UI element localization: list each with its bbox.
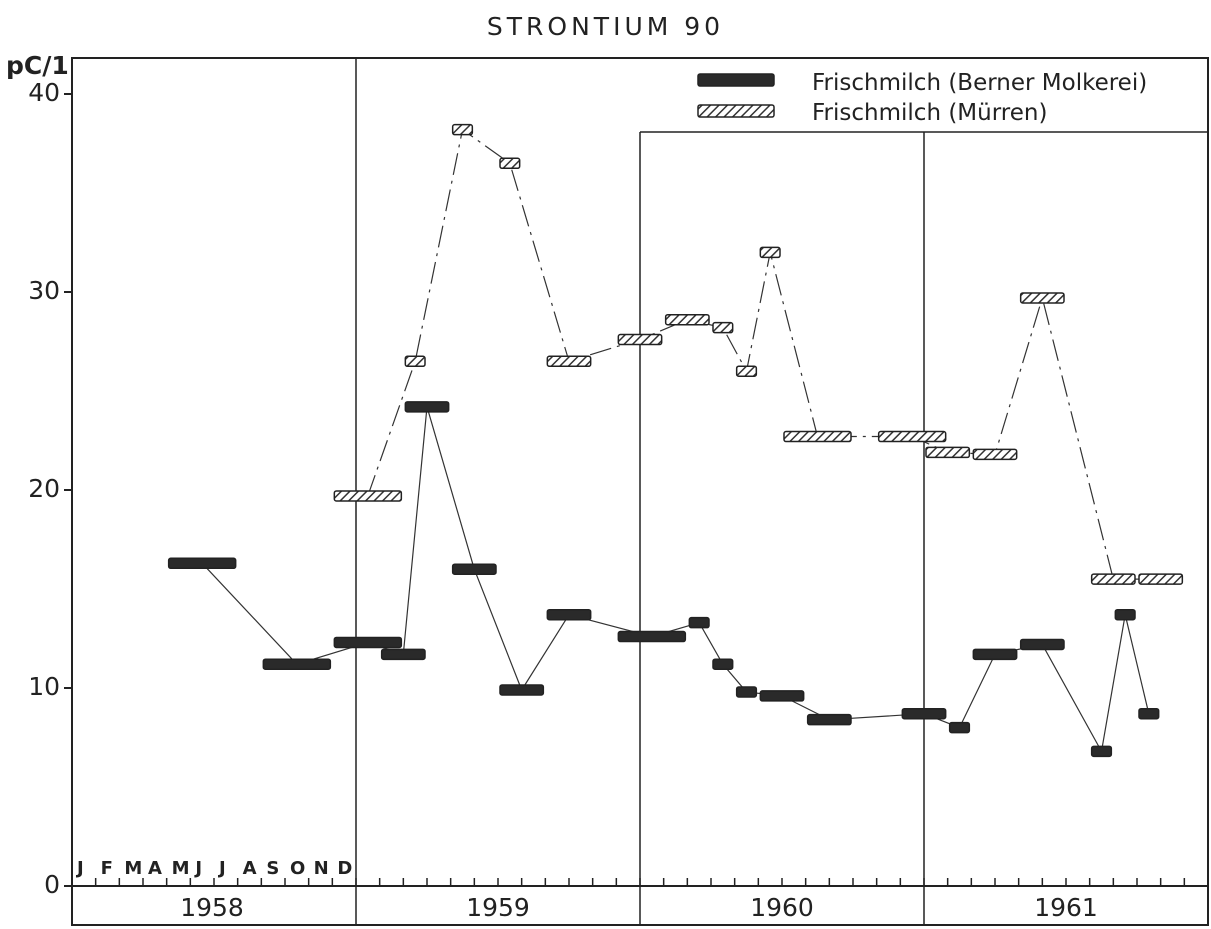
bar-berner [499,684,545,696]
y-tick-label-40: 40 [28,78,60,107]
bar-berner [167,557,237,570]
legend-label-berner: Frischmilch (Berner Molkerei) [812,70,1148,96]
month-label: A [242,858,257,879]
bar-berner [546,608,592,621]
month-label: A [148,858,162,879]
bar-berner [1090,745,1113,758]
bar-muerren [877,430,947,443]
month-label: S [266,858,280,879]
legend-swatch-muerren [697,104,775,118]
chart-frame [71,57,1209,926]
bar-berner [380,648,426,661]
chart-title: STRONTIUM 90 [486,12,725,41]
year-label-1959: 1959 [466,893,530,922]
bar-berner [759,690,805,702]
year-label-1960: 1960 [750,893,814,922]
bar-muerren [664,313,710,326]
series-bars [167,123,1184,758]
month-label: D [337,858,353,879]
month-label: M [124,858,143,879]
month-label: J [219,858,226,879]
bar-muerren [1090,573,1136,585]
series-line-muerren [367,128,1161,580]
bar-muerren [499,157,521,170]
bar-muerren [1138,573,1184,585]
bar-berner [262,658,332,670]
year-label-1958: 1958 [180,893,244,922]
bar-berner [901,707,947,720]
bar-berner [712,658,734,670]
bar-muerren [451,123,474,136]
bar-berner [617,630,687,643]
bar-muerren [925,446,971,459]
legend-label-muerren: Frischmilch (Mürren) [812,100,1048,126]
bar-muerren [712,321,734,334]
year-label-1961: 1961 [1034,893,1098,922]
bar-muerren [617,333,663,346]
y-tick-label-20: 20 [28,474,60,503]
bar-berner [1114,608,1136,621]
month-label: J [77,858,84,879]
month-label: M [171,858,190,879]
month-label: N [313,858,329,879]
bar-muerren [404,355,426,368]
bar-berner [333,636,403,649]
bar-muerren [783,430,852,443]
bar-muerren [735,365,758,377]
legend-swatch-berner [697,73,775,87]
month-ticks [64,93,1209,887]
bar-muerren [759,246,781,259]
y-tick-label-0: 0 [44,870,60,899]
bar-muerren [546,355,592,368]
bar-berner [735,686,758,698]
bar-berner [948,721,971,734]
bar-berner [1019,638,1065,651]
y-tick-label-10: 10 [28,672,60,701]
legend [697,73,775,118]
bar-muerren [333,490,403,502]
y-tick-label-30: 30 [28,276,60,305]
bar-berner [404,401,450,413]
month-label: F [100,858,113,879]
bar-berner [451,563,497,575]
month-label: J [195,858,203,879]
bar-berner [972,648,1018,661]
bar-berner [688,616,710,629]
bar-berner [1138,707,1160,720]
bar-muerren [972,448,1018,461]
y-axis-unit: pC/1 [6,51,69,80]
bar-muerren [1019,292,1065,304]
month-label: O [290,858,306,879]
bar-berner [806,713,852,726]
